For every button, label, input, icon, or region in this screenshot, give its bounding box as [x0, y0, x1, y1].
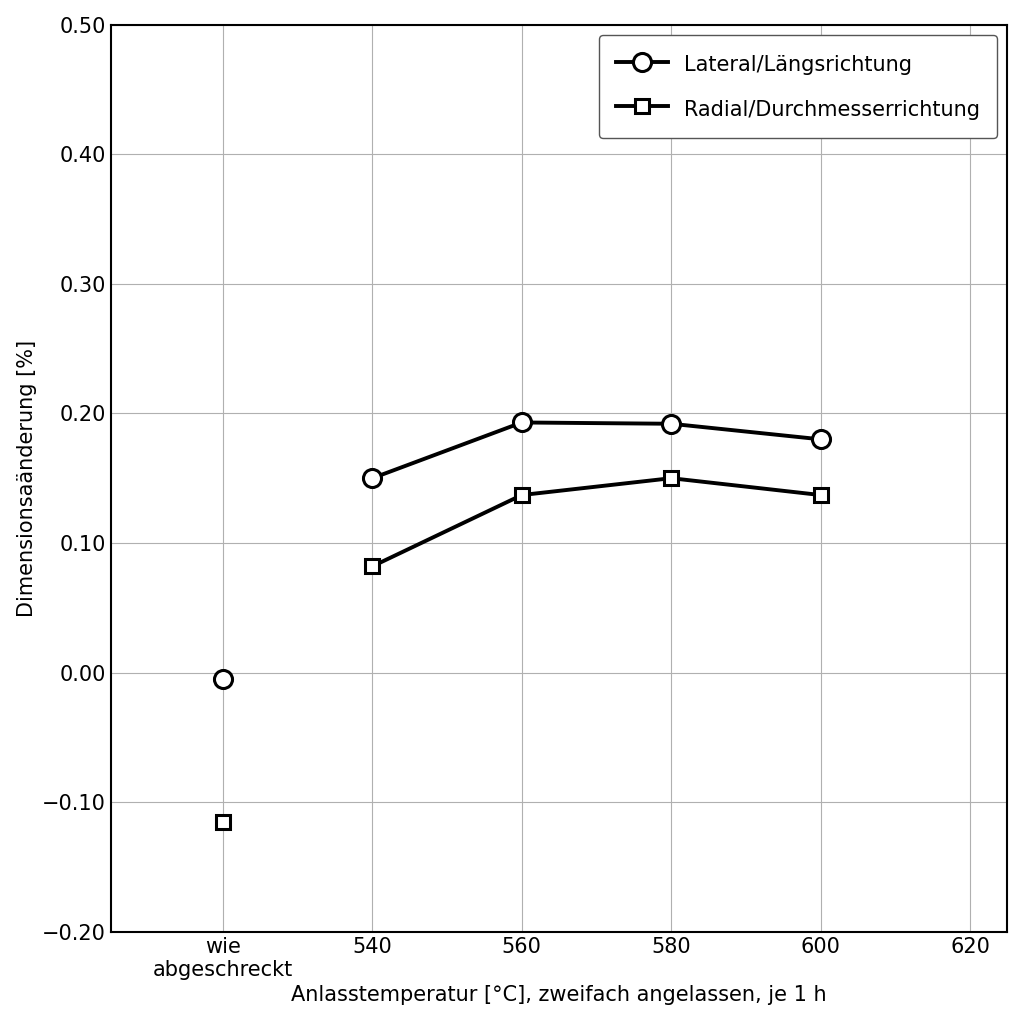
Legend: Lateral/Längsrichtung, Radial/Durchmesserrichtung: Lateral/Längsrichtung, Radial/Durchmesse…: [599, 35, 997, 138]
Radial/Durchmesserrichtung: [367, 560, 379, 572]
X-axis label: Anlasstemperatur [°C], zweifach angelassen, je 1 h: Anlasstemperatur [°C], zweifach angelass…: [292, 985, 827, 1006]
Radial/Durchmesserrichtung: [516, 489, 528, 501]
Radial/Durchmesserrichtung: [814, 489, 826, 501]
Lateral/Längsrichtung: [665, 418, 677, 430]
Lateral/Längsrichtung: [367, 472, 379, 484]
Radial/Durchmesserrichtung: [665, 472, 677, 484]
Lateral/Längsrichtung: [814, 433, 826, 446]
Y-axis label: Dimensionsaänderung [%]: Dimensionsaänderung [%]: [16, 339, 37, 616]
Line: Radial/Durchmesserrichtung: Radial/Durchmesserrichtung: [366, 471, 827, 573]
Lateral/Längsrichtung: [516, 416, 528, 428]
Line: Lateral/Längsrichtung: Lateral/Längsrichtung: [364, 414, 829, 487]
